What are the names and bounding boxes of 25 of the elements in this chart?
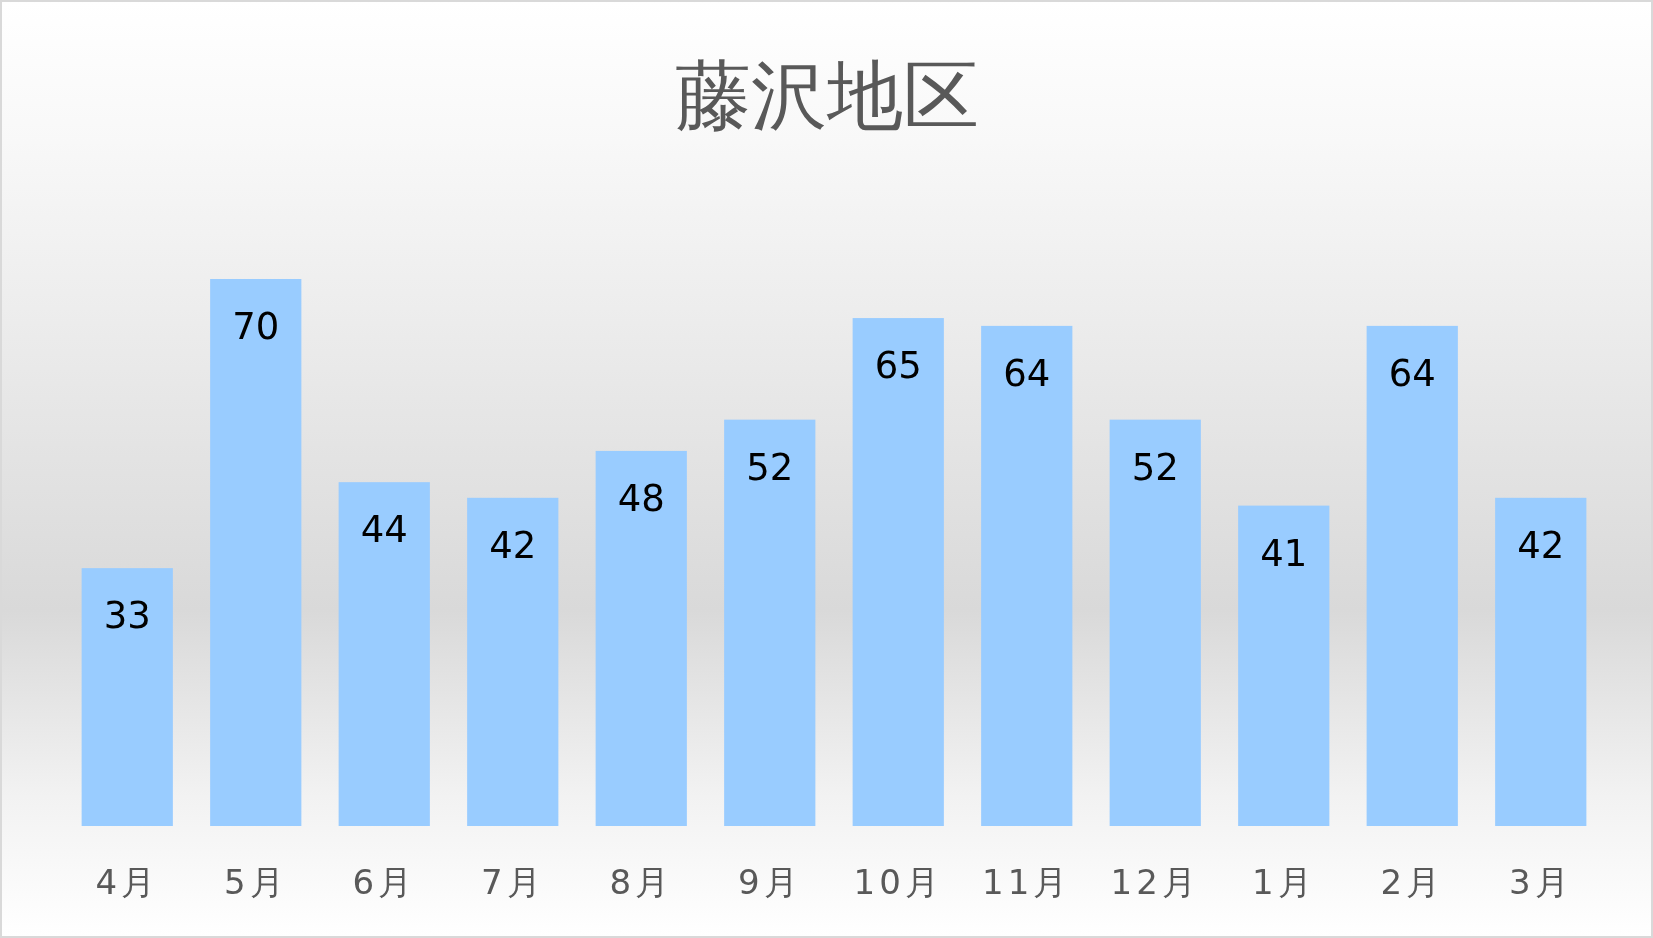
chart-title: 藤沢地区 [674, 51, 979, 140]
data-label: 70 [232, 305, 280, 348]
data-label: 52 [1131, 445, 1179, 489]
data-label: 42 [1517, 523, 1565, 567]
data-label: 65 [874, 344, 922, 388]
x-tick-label: 1月 [1251, 862, 1316, 902]
data-label: 33 [103, 594, 151, 638]
data-label: 48 [617, 476, 665, 520]
data-label: 42 [489, 523, 537, 567]
x-tick-label: 9月 [737, 862, 802, 902]
x-tick-label: 5月 [223, 862, 288, 902]
x-tick-label: 11月 [982, 862, 1072, 902]
x-tick-label: 7月 [480, 862, 545, 902]
data-label: 44 [360, 508, 408, 552]
x-tick-label: 12月 [1110, 862, 1200, 902]
data-label: 41 [1260, 531, 1308, 575]
data-label: 52 [746, 445, 794, 489]
x-tick-label: 3月 [1508, 862, 1573, 902]
x-tick-label: 2月 [1380, 862, 1445, 902]
x-tick-label: 6月 [352, 862, 417, 902]
data-label: 64 [1003, 351, 1051, 395]
x-tick-label: 8月 [609, 862, 674, 902]
x-tick-label: 4月 [95, 862, 160, 902]
x-tick-label: 10月 [853, 862, 943, 902]
data-label: 64 [1388, 351, 1436, 395]
